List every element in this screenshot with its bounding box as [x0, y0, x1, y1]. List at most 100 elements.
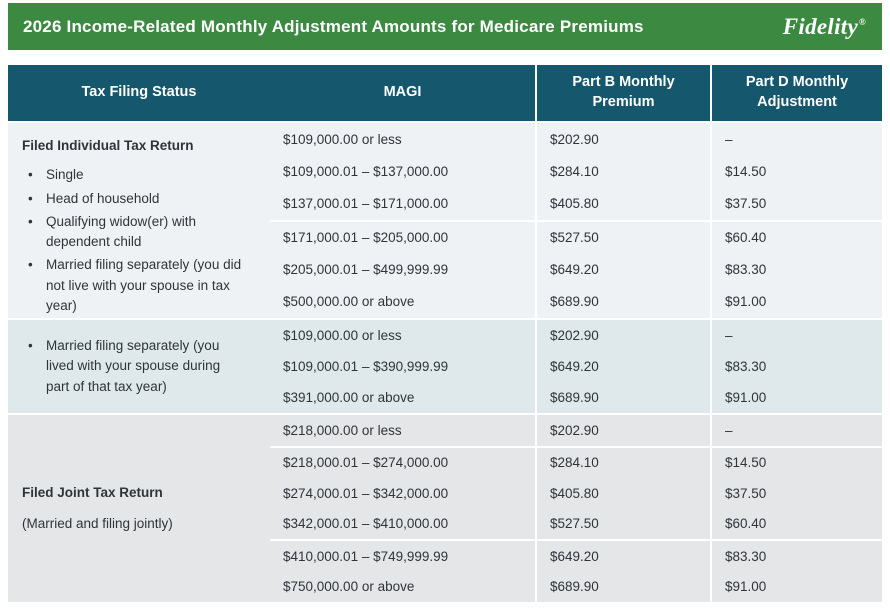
part-d-cell: –: [710, 123, 882, 156]
part-b-cell: $527.50: [535, 508, 710, 539]
table-row: $205,000.01 – $499,999.99 $649.20 $83.30: [270, 253, 882, 286]
section-heading: Filed Individual Tax Return: [22, 138, 194, 153]
part-b-cell: $527.50: [535, 221, 710, 254]
filing-status-bullet: • Married filing separately (you did not…: [22, 255, 260, 316]
magi-cell: $410,000.01 – $749,999.99: [283, 548, 449, 564]
part-b-cell: $284.10: [535, 155, 710, 188]
magi-cell: $109,000.00 or less: [283, 328, 402, 343]
table-row: $750,000.00 or above $689.90 $91.00: [270, 571, 882, 602]
column-header-part-d-adjustment: Part D Monthly Adjustment: [710, 65, 882, 121]
magi-cell: $109,000.00 or less: [283, 131, 402, 147]
fidelity-logo: Fidelity®: [783, 14, 866, 40]
registered-trademark-icon: ®: [858, 16, 866, 27]
table-row: $218,000.01 – $274,000.00 $284.10 $14.50: [270, 445, 882, 478]
filing-status-bullet: • Qualifying widow(er) with dependent ch…: [22, 212, 260, 253]
magi-cell: $750,000.00 or above: [283, 579, 415, 595]
magi-cell: $109,000.01 – $137,000.00: [283, 163, 449, 179]
part-d-cell: $14.50: [710, 155, 882, 188]
table-section: Filed Joint Tax Return (Married and fili…: [8, 413, 882, 602]
part-b-cell: $689.90: [535, 571, 710, 602]
magi-cell: $342,000.01 – $410,000.00: [283, 516, 449, 532]
part-d-cell: $60.40: [710, 508, 882, 539]
part-b-cell: $202.90: [535, 123, 710, 156]
part-b-cell: $689.90: [535, 382, 710, 413]
magi-cell: $109,000.01 – $390,999.99: [283, 359, 449, 374]
column-header-magi: MAGI: [383, 84, 422, 101]
part-d-cell: $83.30: [710, 351, 882, 382]
part-b-cell: $405.80: [535, 478, 710, 509]
title-bar: 2026 Income-Related Monthly Adjustment A…: [8, 3, 882, 50]
part-d-cell: $37.50: [710, 187, 882, 220]
section-heading: Filed Joint Tax Return: [22, 485, 163, 501]
table-section: • Married filing separately (you lived w…: [8, 318, 882, 413]
bullet-text: Head of household: [46, 190, 160, 206]
table-row: $410,000.01 – $749,999.99 $649.20 $83.30: [270, 539, 882, 572]
filing-status-cell: Filed Individual Tax Return • Single • H…: [8, 123, 270, 318]
table-section: Filed Individual Tax Return • Single • H…: [8, 123, 882, 319]
part-b-cell: $649.20: [535, 351, 710, 382]
bullet-dot-icon: •: [28, 190, 33, 206]
part-d-cell: $91.00: [710, 571, 882, 602]
section-bullets: • Single • Head of household • Qualifyin…: [22, 165, 260, 316]
bullet-text: Married filing separately (you lived wit…: [46, 338, 221, 394]
filing-status-cell: • Married filing separately (you lived w…: [8, 320, 270, 413]
irmaa-table: Tax Filing Status MAGI Part B Monthly Pr…: [8, 65, 882, 602]
part-b-cell: $689.90: [535, 285, 710, 319]
section-bullets: • Married filing separately (you lived w…: [22, 336, 260, 397]
part-d-cell: –: [710, 320, 882, 351]
part-b-cell: $649.20: [535, 253, 710, 286]
magi-cell: $137,000.01 – $171,000.00: [283, 195, 449, 211]
table-row: $109,000.00 or less $202.90 –: [270, 123, 882, 156]
magi-cell: $205,000.01 – $499,999.99: [283, 262, 449, 278]
bullet-dot-icon: •: [28, 213, 33, 229]
bullet-dot-icon: •: [28, 338, 33, 354]
part-d-cell: –: [710, 415, 882, 446]
column-header-tax-filing-status: Tax Filing Status: [81, 84, 197, 101]
magi-cell: $500,000.00 or above: [283, 294, 415, 310]
section-rows: $109,000.00 or less $202.90 – $109,000.0…: [270, 320, 882, 413]
magi-cell: $274,000.01 – $342,000.00: [283, 485, 449, 501]
part-d-cell: $14.50: [710, 447, 882, 478]
part-d-cell: $83.30: [710, 541, 882, 572]
magi-cell: $391,000.00 or above: [283, 390, 415, 405]
bullet-text: Married filing separately (you did not l…: [46, 257, 242, 313]
section-subtext: (Married and filing jointly): [22, 515, 173, 531]
table-row: $500,000.00 or above $689.90 $91.00: [270, 285, 882, 319]
section-rows: $109,000.00 or less $202.90 – $109,000.0…: [270, 123, 882, 319]
filing-status-bullet: • Married filing separately (you lived w…: [22, 336, 260, 397]
table-body: Filed Individual Tax Return • Single • H…: [8, 123, 882, 602]
bullet-dot-icon: •: [28, 257, 33, 273]
table-row: $137,000.01 – $171,000.00 $405.80 $37.50: [270, 187, 882, 220]
table-row: $391,000.00 or above $689.90 $91.00: [270, 382, 882, 413]
table-row: $274,000.01 – $342,000.00 $405.80 $37.50: [270, 478, 882, 509]
page-title: 2026 Income-Related Monthly Adjustment A…: [23, 16, 644, 36]
part-d-cell: $37.50: [710, 478, 882, 509]
table-row: $109,000.01 – $390,999.99 $649.20 $83.30: [270, 351, 882, 382]
table-row: $218,000.00 or less $202.90 –: [270, 415, 882, 446]
part-b-cell: $405.80: [535, 187, 710, 220]
table-row: $109,000.01 – $137,000.00 $284.10 $14.50: [270, 155, 882, 188]
fidelity-logo-text: Fidelity: [782, 13, 858, 39]
magi-cell: $171,000.01 – $205,000.00: [283, 230, 449, 246]
table-header-row: Tax Filing Status MAGI Part B Monthly Pr…: [8, 65, 882, 123]
part-b-cell: $202.90: [535, 415, 710, 446]
part-d-cell: $91.00: [710, 285, 882, 319]
magi-cell: $218,000.01 – $274,000.00: [283, 455, 449, 471]
bullet-dot-icon: •: [28, 167, 33, 183]
table-row: $342,000.01 – $410,000.00 $527.50 $60.40: [270, 508, 882, 539]
part-d-cell: $83.30: [710, 253, 882, 286]
part-b-cell: $202.90: [535, 320, 710, 351]
filing-status-cell: Filed Joint Tax Return (Married and fili…: [8, 415, 270, 602]
section-rows: $218,000.00 or less $202.90 – $218,000.0…: [270, 415, 882, 602]
column-header-part-b-premium: Part B Monthly Premium: [535, 65, 710, 121]
magi-cell: $218,000.00 or less: [283, 422, 402, 438]
table-row: $109,000.00 or less $202.90 –: [270, 320, 882, 351]
part-d-cell: $60.40: [710, 221, 882, 254]
bullet-text: Single: [46, 167, 84, 183]
part-b-cell: $284.10: [535, 447, 710, 478]
filing-status-bullet: • Head of household: [22, 189, 260, 209]
table-row: $171,000.01 – $205,000.00 $527.50 $60.40: [270, 219, 882, 254]
filing-status-bullet: • Single: [22, 165, 260, 185]
part-b-cell: $649.20: [535, 541, 710, 572]
